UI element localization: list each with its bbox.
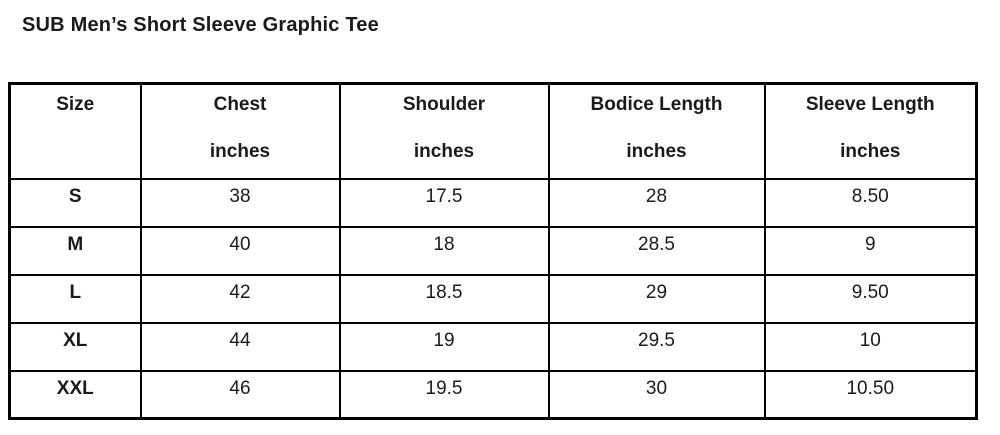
cell-chest: 38 [139,177,341,228]
cell-shoulder: 18.5 [338,273,550,324]
col-header-label: Sleeve Length [805,94,935,115]
cell-chest: 46 [139,369,341,420]
col-header-label: Shoulder [402,94,486,115]
cell-bodice-length: 30 [547,369,766,420]
cell-size: M [8,225,142,276]
col-header-size: Size [8,82,142,180]
col-header-bodice-length: Bodice Length inches [547,82,766,180]
cell-bodice-length: 28.5 [547,225,766,276]
cell-sleeve-length: 8.50 [763,177,978,228]
product-title: SUB Men’s Short Sleeve Graphic Tee [22,14,379,36]
col-header-sleeve-length: Sleeve Length inches [763,82,978,180]
col-header-label: Size [56,94,95,115]
cell-bodice-length: 29.5 [547,321,766,372]
table-row-s: S 38 17.5 28 8.50 [8,177,978,228]
size-chart-table: Size Chest inches Shoulder inches Bodice… [8,82,978,420]
table-row-xl: XL 44 19 29.5 10 [8,321,978,372]
cell-chest: 40 [139,225,341,276]
cell-sleeve-length: 10 [763,321,978,372]
cell-chest: 44 [139,321,341,372]
col-header-unit: inches [413,140,475,162]
col-header-unit: inches [209,140,271,162]
col-header-unit: inches [840,140,901,162]
col-header-shoulder: Shoulder inches [338,82,550,180]
cell-size: L [8,273,142,324]
cell-shoulder: 18 [338,225,550,276]
col-header-label: Chest [213,94,267,115]
cell-bodice-length: 29 [547,273,766,324]
table-row-l: L 42 18.5 29 9.50 [8,273,978,324]
table-row-m: M 40 18 28.5 9 [8,225,978,276]
cell-sleeve-length: 9.50 [763,273,978,324]
cell-sleeve-length: 9 [763,225,978,276]
cell-size: XL [8,321,142,372]
col-header-chest: Chest inches [139,82,341,180]
cell-size: XXL [8,369,142,420]
cell-bodice-length: 28 [547,177,766,228]
cell-sleeve-length: 10.50 [763,369,978,420]
col-header-label: Bodice Length [590,94,723,115]
header-row: Size Chest inches Shoulder inches Bodice… [8,82,978,180]
cell-shoulder: 19.5 [338,369,550,420]
cell-chest: 42 [139,273,341,324]
cell-shoulder: 17.5 [338,177,550,228]
table-row-xxl: XXL 46 19.5 30 10.50 [8,369,978,420]
cell-shoulder: 19 [338,321,550,372]
cell-size: S [8,177,142,228]
col-header-unit: inches [626,140,687,162]
